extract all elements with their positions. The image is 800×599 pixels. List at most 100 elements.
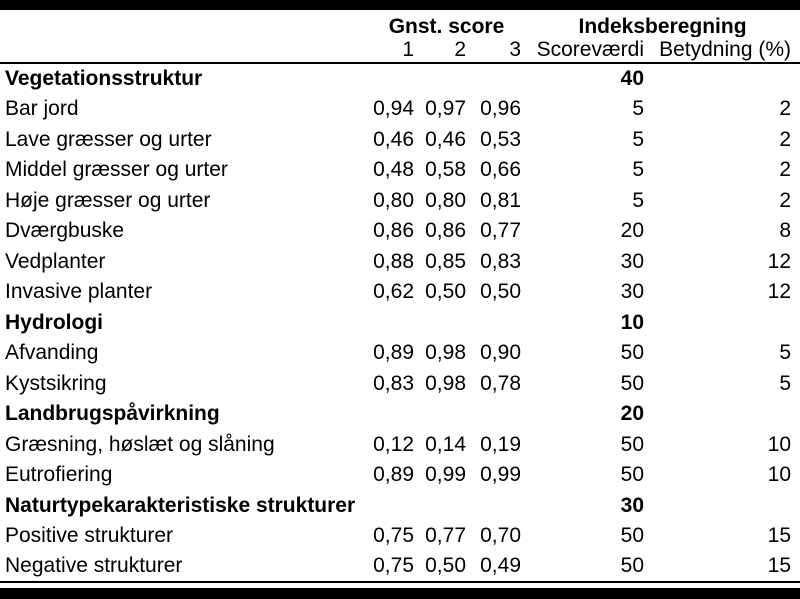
table-row: Afvanding 0,89 0,98 0,90 50 5 bbox=[0, 338, 800, 369]
header-scorevaerdi: Scoreværdi bbox=[525, 37, 650, 64]
score-1-value: 0,75 bbox=[373, 524, 414, 548]
score-3-value: 0,83 bbox=[480, 249, 521, 273]
scorevaerdi-value: 5 bbox=[632, 188, 644, 212]
score-2-value bbox=[418, 307, 470, 338]
table-body: Vegetationsstruktur 40 Bar jord 0,94 0,9… bbox=[0, 63, 800, 583]
score-1-value: 0,62 bbox=[373, 280, 414, 304]
score-2-value: 0,77 bbox=[425, 524, 466, 548]
row-label: Hydrologi bbox=[5, 310, 103, 334]
score-1-value: 0,89 bbox=[373, 341, 414, 365]
score-3-value bbox=[470, 490, 525, 521]
score-3-value: 0,50 bbox=[480, 280, 521, 304]
score-1-value: 0,88 bbox=[373, 249, 414, 273]
score-3-value: 0,66 bbox=[480, 158, 521, 182]
score-1-value bbox=[368, 399, 418, 430]
score-1-value bbox=[368, 63, 418, 94]
score-2-value bbox=[418, 490, 470, 521]
betydning-value bbox=[650, 399, 800, 430]
table-row: Dværgbuske 0,86 0,86 0,77 20 8 bbox=[0, 216, 800, 247]
betydning-value: 10 bbox=[767, 432, 791, 456]
header-score-2: 2 bbox=[418, 37, 470, 64]
header-empty-cell bbox=[0, 10, 368, 37]
group-row: Naturtypekarakteristiske strukturer 30 bbox=[0, 490, 800, 521]
betydning-value bbox=[650, 490, 800, 521]
row-label: Negative strukturer bbox=[0, 551, 368, 583]
scorevaerdi-value: 20 bbox=[620, 402, 644, 426]
score-3-value: 0,53 bbox=[480, 127, 521, 151]
score-3-value: 0,77 bbox=[480, 219, 521, 243]
score-3-value: 0,78 bbox=[480, 371, 521, 395]
score-2-value: 0,98 bbox=[425, 341, 466, 365]
score-3-value bbox=[470, 399, 525, 430]
row-label: Eutrofiering bbox=[5, 463, 113, 487]
table-row: Lave græsser og urter 0,46 0,46 0,53 5 2 bbox=[0, 124, 800, 155]
scorevaerdi-value: 50 bbox=[525, 551, 650, 583]
betydning-value bbox=[650, 63, 800, 94]
score-3-value: 0,19 bbox=[480, 432, 521, 456]
score-3-value: 0,90 bbox=[480, 341, 521, 365]
score-2-value: 0,99 bbox=[425, 463, 466, 487]
score-1-value: 0,89 bbox=[373, 463, 414, 487]
betydning-value: 5 bbox=[779, 341, 791, 365]
betydning-value: 15 bbox=[650, 551, 800, 583]
score-2-value: 0,14 bbox=[425, 432, 466, 456]
score-1-value: 0,75 bbox=[368, 551, 418, 583]
row-label: Invasive planter bbox=[5, 280, 153, 304]
bottom-frame-bar bbox=[0, 587, 800, 599]
header-score-1: 1 bbox=[368, 37, 418, 64]
score-1-value: 0,86 bbox=[373, 219, 414, 243]
score-2-value: 0,58 bbox=[425, 158, 466, 182]
group-row: Vegetationsstruktur 40 bbox=[0, 63, 800, 94]
betydning-value: 5 bbox=[779, 371, 791, 395]
table-row: Invasive planter 0,62 0,50 0,50 30 12 bbox=[0, 277, 800, 308]
score-2-value: 0,97 bbox=[425, 97, 466, 121]
row-label: Middel græsser og urter bbox=[5, 158, 228, 182]
row-label: Vedplanter bbox=[5, 249, 106, 273]
score-1-value: 0,80 bbox=[373, 188, 414, 212]
table-row: Negative strukturer 0,75 0,50 0,49 50 15 bbox=[0, 551, 800, 583]
betydning-value: 2 bbox=[779, 127, 791, 151]
row-label: Dværgbuske bbox=[5, 219, 125, 243]
betydning-value: 8 bbox=[779, 219, 791, 243]
score-3-value: 0,81 bbox=[480, 188, 521, 212]
score-2-value: 0,86 bbox=[425, 219, 466, 243]
row-label: Positive strukturer bbox=[5, 524, 174, 548]
header-betydning: Betydning (%) bbox=[650, 37, 800, 64]
score-3-value: 0,70 bbox=[480, 524, 521, 548]
row-label: Kystsikring bbox=[5, 371, 107, 395]
scorevaerdi-value: 50 bbox=[620, 371, 644, 395]
scorevaerdi-value: 5 bbox=[632, 127, 644, 151]
scorevaerdi-value: 20 bbox=[620, 219, 644, 243]
scorevaerdi-value: 30 bbox=[620, 280, 644, 304]
table-row: Middel græsser og urter 0,48 0,58 0,66 5… bbox=[0, 155, 800, 186]
row-label: Afvanding bbox=[5, 341, 99, 365]
score-1-value: 0,83 bbox=[373, 371, 414, 395]
table-row: Høje græsser og urter 0,80 0,80 0,81 5 2 bbox=[0, 185, 800, 216]
betydning-value: 15 bbox=[767, 524, 791, 548]
score-1-value: 0,94 bbox=[373, 97, 414, 121]
group-row: Hydrologi 10 bbox=[0, 307, 800, 338]
score-table: Gnst. score Indeksberegning 1 2 3 Scorev… bbox=[0, 10, 800, 583]
score-3-value: 0,96 bbox=[480, 97, 521, 121]
row-label: Lave græsser og urter bbox=[5, 127, 212, 151]
score-2-value bbox=[418, 63, 470, 94]
header-score-3: 3 bbox=[470, 37, 525, 64]
group-row: Landbrugspåvirkning 20 bbox=[0, 399, 800, 430]
score-1-value: 0,46 bbox=[373, 127, 414, 151]
score-1-value bbox=[368, 307, 418, 338]
row-label: Græsning, høslæt og slåning bbox=[5, 432, 275, 456]
table-row: Bar jord 0,94 0,97 0,96 5 2 bbox=[0, 94, 800, 125]
score-2-value: 0,46 bbox=[425, 127, 466, 151]
table-header: Gnst. score Indeksberegning 1 2 3 Scorev… bbox=[0, 10, 800, 64]
betydning-value: 2 bbox=[779, 158, 791, 182]
scorevaerdi-value: 10 bbox=[620, 310, 644, 334]
betydning-value: 10 bbox=[767, 463, 791, 487]
row-label: Landbrugspåvirkning bbox=[5, 402, 220, 426]
scorevaerdi-value: 30 bbox=[620, 493, 644, 517]
table-row: Positive strukturer 0,75 0,77 0,70 50 15 bbox=[0, 521, 800, 552]
score-2-value: 0,50 bbox=[425, 280, 466, 304]
table-row: Vedplanter 0,88 0,85 0,83 30 12 bbox=[0, 246, 800, 277]
header-label-cell bbox=[0, 37, 368, 64]
score-2-value: 0,50 bbox=[418, 551, 470, 583]
